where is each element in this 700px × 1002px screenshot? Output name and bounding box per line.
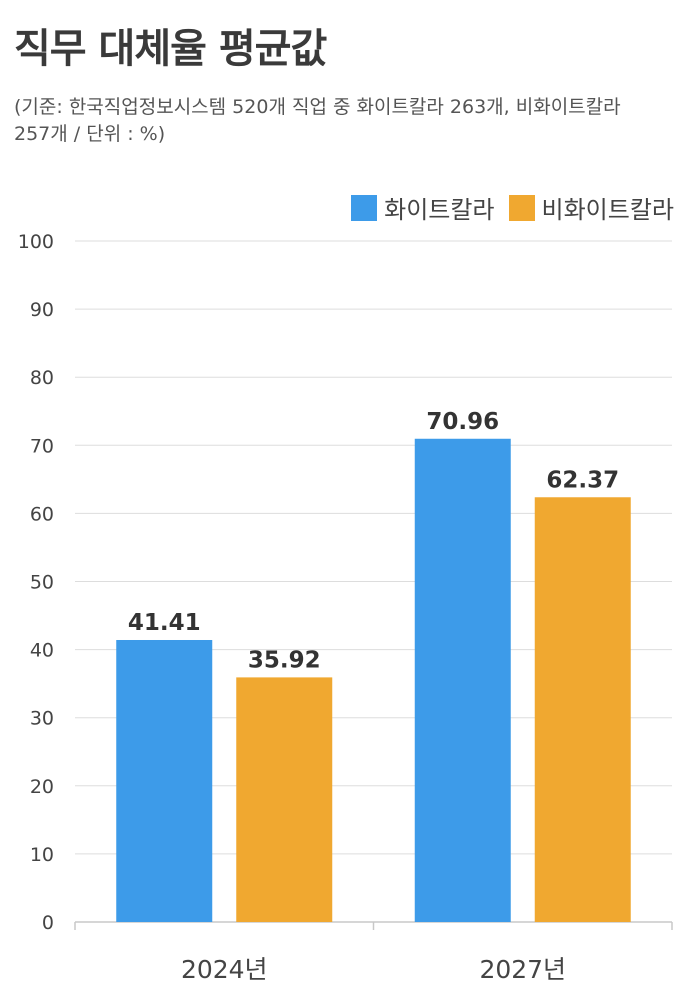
legend-label-white-collar: 화이트칼라	[384, 196, 495, 224]
x-tick-label: 2024년	[181, 955, 268, 984]
y-tick-label: 20	[30, 776, 54, 798]
legend-swatch-non-white-collar	[508, 194, 535, 221]
legend-item-non-white-collar: 비화이트칼라	[508, 190, 674, 225]
y-tick-label: 60	[30, 503, 54, 525]
legend-label-non-white-collar: 비화이트칼라	[541, 196, 674, 224]
bar	[414, 438, 511, 922]
legend-swatch-white-collar	[351, 194, 378, 221]
legend: 화이트칼라 비화이트칼라	[337, 190, 674, 225]
bar	[534, 497, 631, 922]
y-tick-label: 40	[30, 640, 54, 662]
data-label: 70.96	[426, 409, 499, 435]
y-tick-label: 30	[30, 708, 54, 730]
chart-title: 직무 대체율 평균값	[14, 26, 327, 72]
y-tick-label: 80	[30, 367, 54, 389]
y-tick-label: 70	[30, 435, 54, 457]
y-tick-label: 100	[18, 231, 54, 253]
data-label: 41.41	[128, 610, 201, 636]
data-label: 35.92	[248, 647, 321, 673]
bar	[116, 639, 213, 922]
data-label: 62.37	[546, 467, 619, 493]
x-tick-label: 2027년	[479, 955, 566, 984]
y-tick-label: 50	[30, 572, 54, 594]
y-tick-label: 10	[30, 844, 54, 866]
chart-subtitle: (기준: 한국직업정보시스템 520개 직업 중 화이트칼라 263개, 비화이…	[14, 96, 621, 145]
y-tick-label: 0	[42, 912, 54, 934]
y-tick-label: 90	[30, 299, 54, 321]
bar	[236, 677, 333, 922]
legend-item-white-collar: 화이트칼라	[351, 190, 495, 225]
